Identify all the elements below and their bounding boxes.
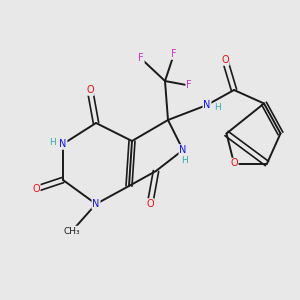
Text: F: F — [138, 53, 144, 64]
Text: O: O — [221, 55, 229, 65]
Text: H: H — [181, 156, 188, 165]
Text: N: N — [59, 139, 67, 149]
Text: O: O — [146, 199, 154, 209]
Text: H: H — [214, 103, 221, 112]
Text: CH₃: CH₃ — [64, 226, 80, 236]
Text: F: F — [171, 49, 177, 59]
Text: F: F — [186, 80, 192, 91]
Text: N: N — [92, 199, 100, 209]
Text: O: O — [86, 85, 94, 95]
Text: N: N — [179, 145, 187, 155]
Text: N: N — [203, 100, 211, 110]
Text: O: O — [32, 184, 40, 194]
Text: O: O — [230, 158, 238, 169]
Text: H: H — [49, 138, 56, 147]
